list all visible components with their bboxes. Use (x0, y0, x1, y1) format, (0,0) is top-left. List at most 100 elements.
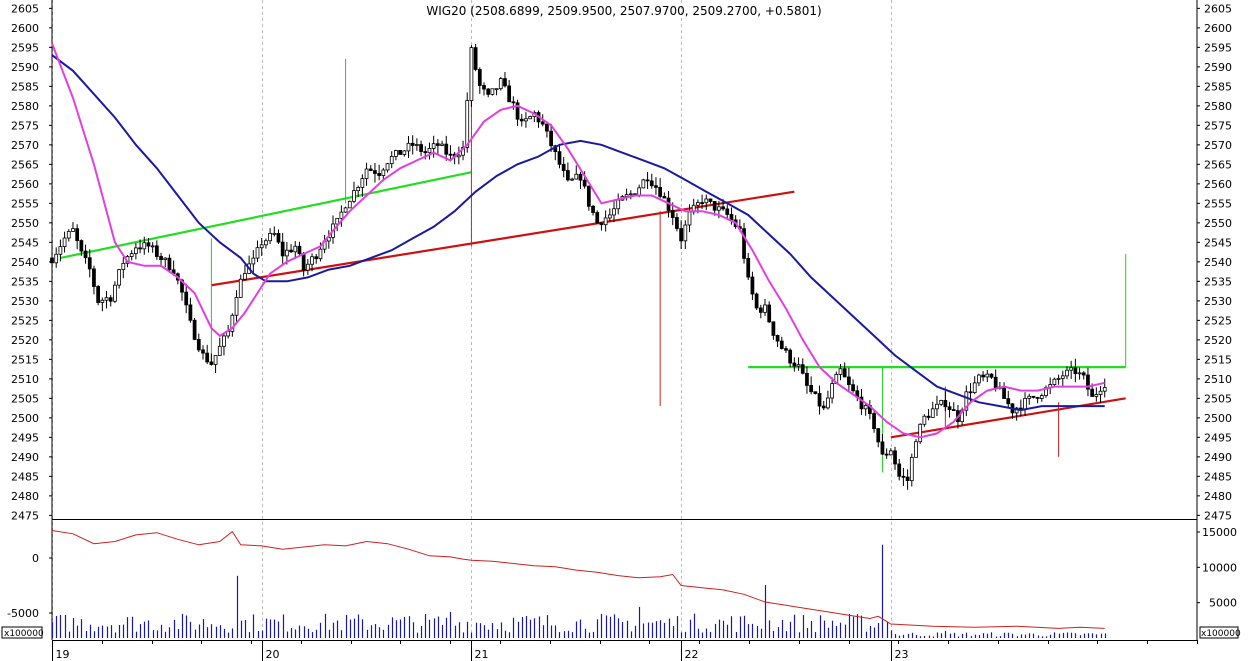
candle-body (893, 450, 897, 465)
unit-label-right: x100000 (1201, 629, 1241, 639)
y-tick-label: 2570 (1204, 139, 1232, 152)
y-tick-label: 2555 (11, 197, 39, 210)
candle-body (511, 101, 516, 104)
candle-body (58, 246, 63, 255)
candle-body (213, 355, 218, 365)
candle-body (314, 256, 319, 260)
candle-body (184, 291, 189, 306)
candle-body (712, 201, 717, 211)
x-tick-label: 20 (266, 648, 280, 661)
candle-body (771, 321, 776, 336)
candle-body (71, 228, 75, 232)
candle-body (729, 214, 734, 221)
volume-tick-label: 5000 (1209, 597, 1237, 610)
indicator-line (51, 530, 1105, 629)
candle-body (750, 276, 755, 295)
candle-body (498, 78, 503, 90)
y-tick-label: 2490 (1204, 451, 1232, 464)
y-tick-label: 2580 (11, 100, 39, 113)
candle-body (796, 364, 801, 367)
y-tick-label: 2590 (11, 61, 39, 74)
candle-body (570, 178, 574, 181)
y-tick-label: 2525 (1204, 314, 1232, 327)
candle-body (670, 210, 675, 218)
y-tick-label: 2495 (1204, 431, 1232, 444)
candle-body (616, 199, 621, 210)
candle-body (456, 154, 461, 158)
candle-body (851, 384, 855, 392)
candle-body (901, 475, 906, 478)
candle-body (708, 198, 713, 202)
candle-body (754, 293, 759, 309)
candle-body (146, 242, 151, 247)
y-tick-label: 2505 (11, 392, 39, 405)
candle-body (687, 211, 692, 226)
candle-body (524, 118, 528, 122)
moving-average-short (51, 43, 1105, 439)
candle-body (222, 335, 226, 347)
moving-averages (51, 43, 1105, 439)
candle-body (293, 245, 298, 253)
candle-body (503, 78, 507, 87)
y-tick-label: 2575 (1204, 119, 1232, 132)
candle-body (297, 245, 302, 255)
candle-body (104, 297, 109, 301)
candle-body (826, 397, 830, 409)
candle-body (108, 297, 113, 302)
candle-body (490, 88, 495, 95)
moving-average-long (51, 54, 1105, 412)
candle-body (775, 335, 780, 342)
candle-body (482, 85, 486, 90)
x-tick-label: 19 (56, 648, 70, 661)
candle-body (876, 428, 881, 443)
candle-body (1102, 387, 1107, 392)
candle-body (66, 231, 71, 239)
candle-body (1027, 395, 1032, 399)
candle-body (1039, 395, 1044, 399)
candle-body (943, 400, 948, 408)
y-tick-label: 2600 (1204, 22, 1232, 35)
candle-body (268, 232, 272, 242)
candle-body (914, 441, 918, 458)
candle-body (989, 373, 994, 378)
candle-body (654, 185, 658, 188)
candle-body (1006, 398, 1011, 405)
candle-body (385, 163, 390, 171)
y-tick-label: 2550 (11, 217, 39, 230)
candle-body (230, 314, 235, 332)
candle-body (196, 339, 201, 351)
candle-body (1098, 390, 1103, 395)
candle-body (817, 393, 822, 407)
candle-body (645, 179, 650, 182)
candle-body (696, 202, 700, 206)
candle-body (700, 202, 704, 204)
y-tick-label: 2480 (1204, 490, 1232, 503)
candle-body (909, 456, 914, 482)
candle-body (423, 151, 428, 154)
candle-body (389, 156, 394, 165)
candle-body (549, 130, 553, 147)
candle-body (574, 173, 579, 180)
candle-body (243, 273, 247, 280)
y-tick-label: 2530 (11, 295, 39, 308)
volume-tick-label: 10000 (1202, 561, 1237, 574)
y-tick-label: 2570 (11, 139, 39, 152)
candle-body (939, 400, 944, 405)
candle-body (1052, 378, 1057, 385)
unit-label-left: x100000 (4, 629, 44, 639)
candle-body (301, 253, 306, 271)
candle-body (129, 253, 134, 257)
candle-body (578, 173, 583, 181)
y-tick-label: 2525 (11, 314, 39, 327)
y-tick-label: 2595 (1204, 41, 1232, 54)
candle-body (486, 88, 491, 95)
candle-body (406, 142, 411, 152)
candle-body (628, 193, 633, 196)
chart-title: WIG20 (2508.6899, 2509.9500, 2507.9700, … (426, 4, 821, 18)
candle-body (763, 304, 767, 313)
candle-body (318, 248, 323, 260)
candlesticks (50, 43, 1107, 490)
candle-body (79, 240, 84, 252)
y-tick-label: 2510 (11, 373, 39, 386)
y-tick-label: 2555 (1204, 197, 1232, 210)
